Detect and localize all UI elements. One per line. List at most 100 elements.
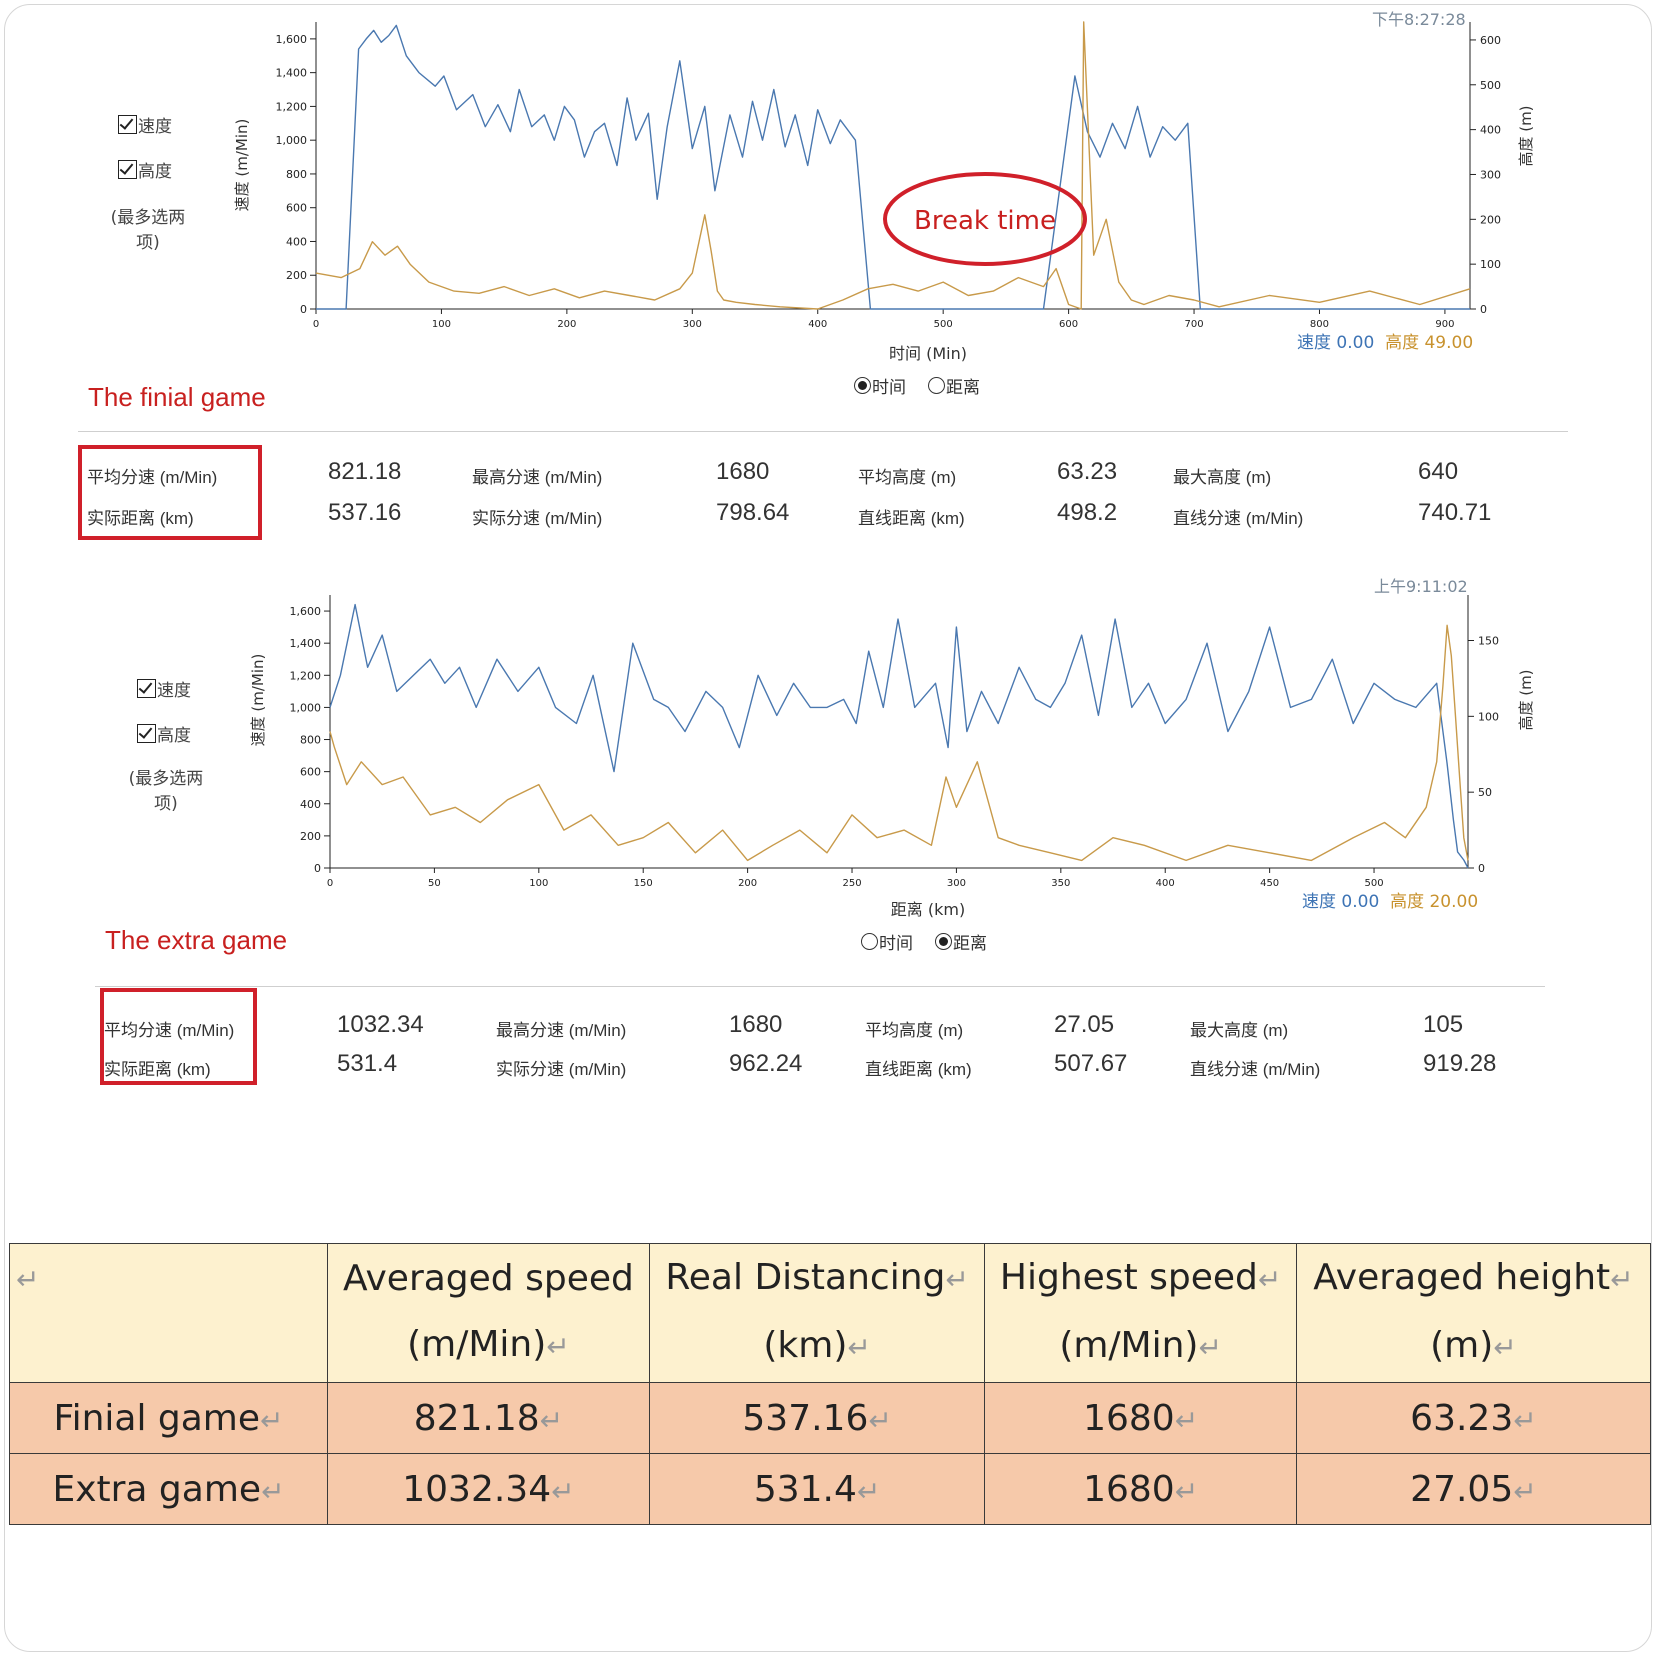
checkbox-checked-icon bbox=[137, 724, 156, 743]
stat-value: 27.05 bbox=[1054, 1011, 1115, 1038]
y-tick-label-left: 1,400 bbox=[276, 67, 308, 80]
series-controls: 速度 高度 bbox=[118, 112, 172, 202]
y-tick-label-left: 1,000 bbox=[276, 134, 308, 147]
table-cell: 531.4↵ bbox=[648, 1453, 986, 1525]
stat-value: 537.16 bbox=[328, 499, 402, 526]
radio-distance-label: 距离 bbox=[946, 378, 980, 398]
return-mark: ↵ bbox=[868, 1403, 892, 1437]
divider bbox=[78, 431, 1568, 432]
table-cell: 27.05↵ bbox=[1295, 1453, 1652, 1525]
chart-finial-game: 0 200 400 600 800 1,000 1,200 1,400 1,600 0 100 200… bbox=[233, 21, 1535, 363]
header-line: Averaged height↵ bbox=[1298, 1245, 1649, 1313]
cell-value: 27.05 bbox=[1410, 1468, 1514, 1510]
stat-label: 实际距离 (km) bbox=[87, 509, 194, 528]
radio-unselected-icon bbox=[928, 377, 945, 394]
x-tick-label: 500 bbox=[1364, 878, 1383, 889]
stat-value: 498.2 bbox=[1057, 499, 1118, 526]
return-mark: ↵ bbox=[539, 1403, 564, 1437]
x-axis-mode-radios: 时间 距离 bbox=[854, 373, 980, 398]
table-cell: 1680↵ bbox=[984, 1453, 1297, 1525]
return-mark: ↵ bbox=[551, 1474, 575, 1508]
stat-label: 最高分速 (m/Min) bbox=[472, 468, 603, 487]
x-tick-label: 200 bbox=[738, 878, 757, 889]
height-readout: 高度 20.00 bbox=[1390, 892, 1479, 912]
table-header-cell: ↵ bbox=[9, 1243, 328, 1383]
x-tick-label: 400 bbox=[1156, 878, 1175, 889]
header-unit: (m) bbox=[1430, 1325, 1494, 1366]
comparison-table: ↵ Averaged speed (m/Min)↵ Real Distancing… bbox=[9, 1243, 1652, 1525]
y-tick-label-left: 600 bbox=[286, 202, 307, 215]
y-axis-label-right: 高度 (m) bbox=[1517, 669, 1535, 730]
annotation-ellipse bbox=[883, 172, 1087, 266]
stat-label: 平均高度 (m) bbox=[865, 1021, 964, 1040]
y-axis-label-left: 速度 (m/Min) bbox=[249, 654, 267, 747]
return-mark: ↵ bbox=[260, 1403, 284, 1437]
height-checkbox[interactable]: 高度 bbox=[137, 721, 191, 746]
cell-value: 821.18 bbox=[413, 1397, 540, 1439]
x-tick-label: 200 bbox=[557, 319, 576, 330]
stat-value: 1032.34 bbox=[337, 1011, 424, 1038]
stat-value: 962.24 bbox=[729, 1050, 803, 1077]
screenshot-frame bbox=[4, 4, 1652, 1652]
y-tick-label-right: 150 bbox=[1478, 635, 1499, 648]
table-cell: 1680↵ bbox=[984, 1382, 1297, 1454]
stat-value: 798.64 bbox=[716, 499, 790, 526]
cell-value: 531.4 bbox=[753, 1468, 857, 1510]
checkbox-checked-icon bbox=[137, 679, 156, 698]
y-axis-label-left: 速度 (m/Min) bbox=[233, 119, 251, 212]
stat-label: 最大高度 (m) bbox=[1173, 468, 1272, 487]
header-line: (km)↵ bbox=[651, 1313, 984, 1381]
x-tick-label: 700 bbox=[1184, 319, 1203, 330]
series-controls: 速度 高度 bbox=[137, 676, 191, 766]
y-tick-label-left: 0 bbox=[300, 303, 307, 316]
x-tick-label: 600 bbox=[1059, 319, 1078, 330]
radio-distance[interactable]: 距离 bbox=[935, 929, 987, 954]
stat-value: 821.18 bbox=[328, 458, 402, 485]
table-header-row: ↵ Averaged speed (m/Min)↵ Real Distancing… bbox=[9, 1243, 1652, 1383]
selection-note: (最多选两项) bbox=[128, 769, 204, 814]
x-tick-label: 450 bbox=[1260, 878, 1279, 889]
height-series-line bbox=[329, 624, 1469, 862]
stat-label: 直线分速 (m/Min) bbox=[1173, 509, 1304, 528]
cell-value: 1032.34 bbox=[402, 1468, 552, 1510]
y-tick-label-right: 300 bbox=[1480, 168, 1501, 181]
return-mark: ↵ bbox=[1513, 1403, 1537, 1437]
radio-unselected-icon bbox=[861, 933, 878, 950]
header-title: Real Distancing bbox=[665, 1257, 946, 1298]
cell-value: 63.23 bbox=[1410, 1397, 1514, 1439]
speed-checkbox[interactable]: 速度 bbox=[137, 676, 191, 701]
stat-label: 实际分速 (m/Min) bbox=[472, 509, 603, 528]
height-series-line bbox=[315, 21, 1471, 310]
x-tick-label: 0 bbox=[313, 319, 319, 330]
radio-time[interactable]: 时间 bbox=[854, 373, 906, 398]
header-line: Averaged speed bbox=[342, 1258, 634, 1299]
speed-readout: 速度 0.00 bbox=[1302, 892, 1380, 912]
game-label: The extra game bbox=[105, 925, 288, 955]
return-mark: ↵ bbox=[856, 1474, 881, 1508]
return-mark: ↵ bbox=[1174, 1403, 1199, 1437]
y-tick-label-left: 800 bbox=[286, 168, 307, 181]
y-tick-label-left: 600 bbox=[300, 766, 321, 779]
speed-checkbox-label: 速度 bbox=[157, 681, 191, 701]
radio-selected-icon bbox=[854, 377, 871, 394]
radio-distance[interactable]: 距离 bbox=[928, 373, 980, 398]
table-row: Finial game↵ 821.18↵ 537.16↵ 1680↵ 63.23… bbox=[9, 1382, 1652, 1454]
speed-checkbox[interactable]: 速度 bbox=[118, 112, 172, 137]
table-header-cell: Highest speed↵ (m/Min)↵ bbox=[984, 1243, 1297, 1383]
y-tick-label-left: 1,400 bbox=[290, 637, 322, 650]
stat-value: 1680 bbox=[716, 458, 770, 485]
y-tick-label-left: 1,000 bbox=[290, 701, 322, 714]
x-tick-label: 350 bbox=[1051, 878, 1070, 889]
y-tick-label-left: 1,200 bbox=[290, 669, 322, 682]
y-tick-label-left: 0 bbox=[314, 862, 321, 875]
stat-label: 直线距离 (km) bbox=[865, 1060, 972, 1079]
row-label-text: Extra game bbox=[52, 1468, 262, 1510]
return-mark: ↵ bbox=[1493, 1331, 1517, 1364]
height-checkbox[interactable]: 高度 bbox=[118, 157, 172, 182]
stat-label: 实际分速 (m/Min) bbox=[496, 1060, 627, 1079]
game-label: The finial game bbox=[88, 382, 266, 412]
stat-value: 640 bbox=[1418, 458, 1459, 485]
y-tick-label-right: 500 bbox=[1480, 79, 1501, 92]
radio-time[interactable]: 时间 bbox=[861, 929, 913, 954]
stat-value: 507.67 bbox=[1054, 1050, 1128, 1077]
